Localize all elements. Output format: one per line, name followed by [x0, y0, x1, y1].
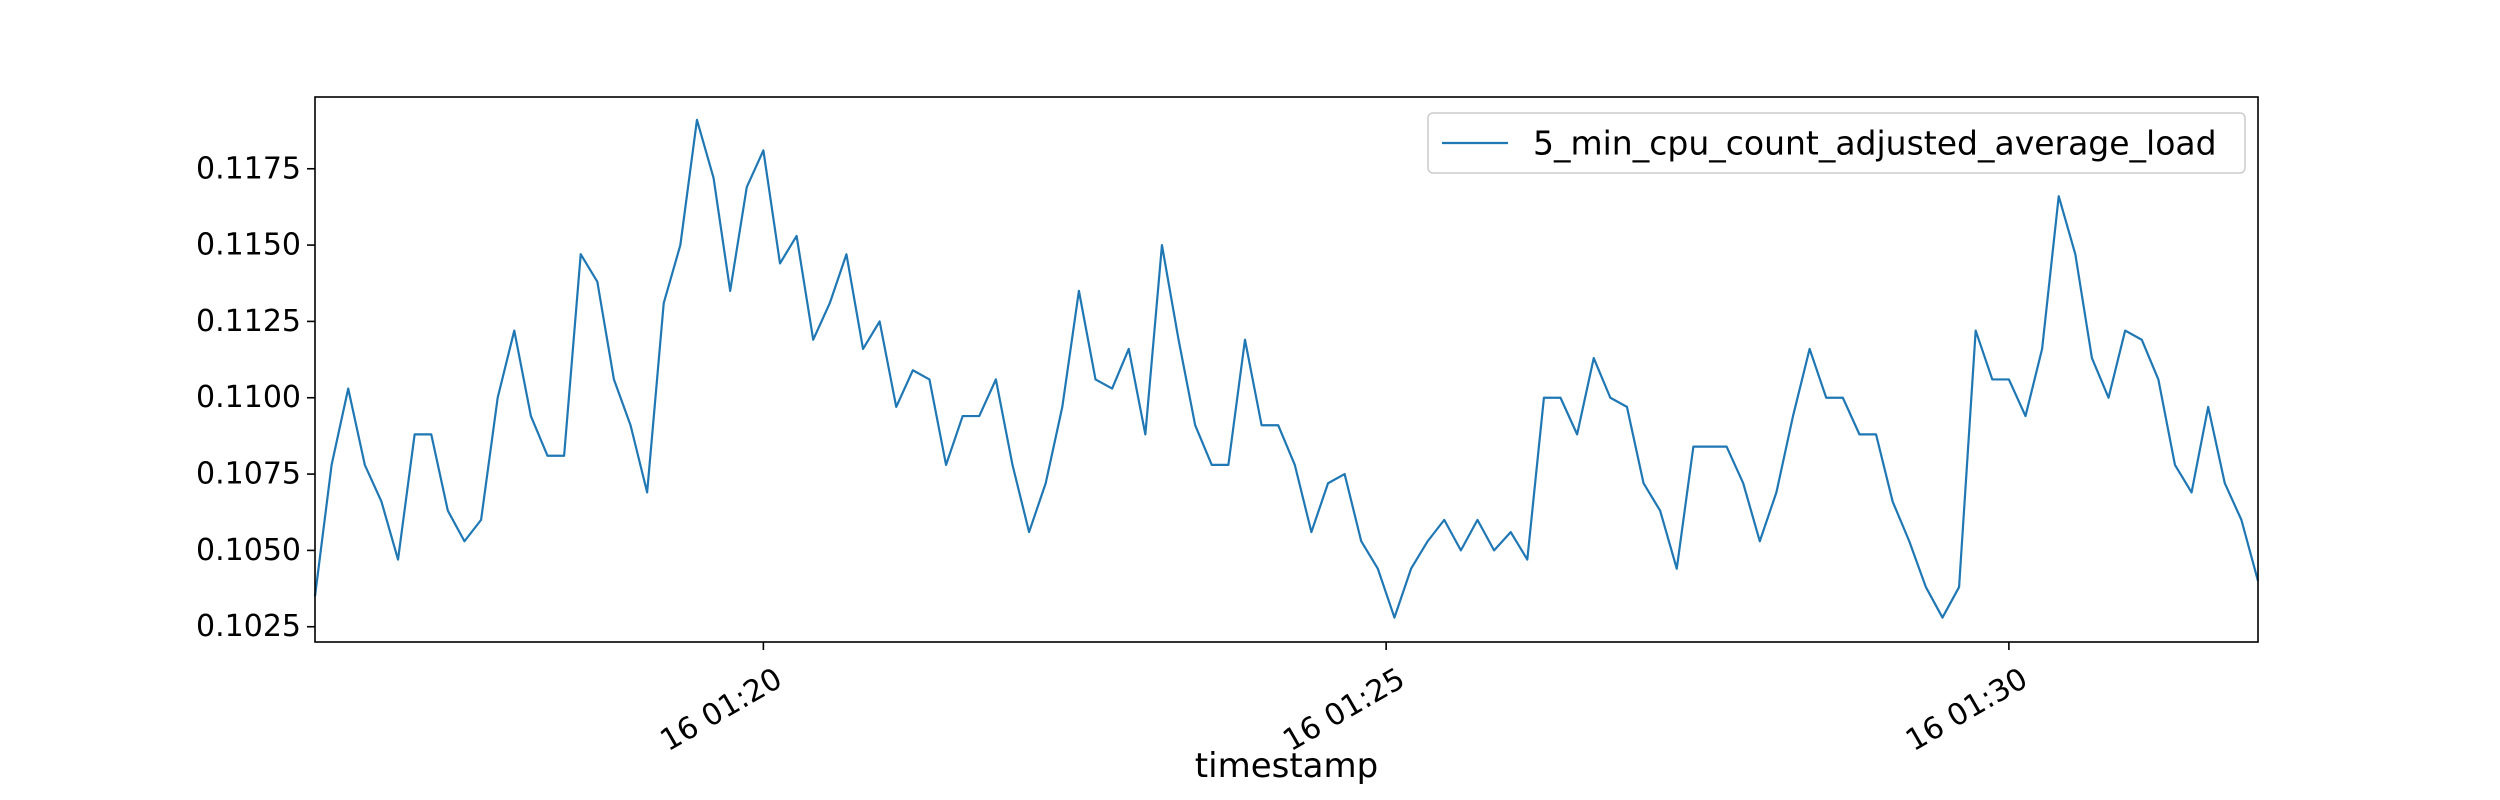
y-tick-label: 0.1050: [196, 533, 301, 568]
legend: 5_min_cpu_count_adjusted_average_load: [1427, 112, 2246, 174]
y-tick-label: 0.1175: [196, 151, 301, 186]
legend-box: [1427, 112, 2246, 174]
y-tick-label: 0.1075: [196, 457, 301, 492]
y-tick-label: 0.1100: [196, 380, 301, 415]
y-tick-label: 0.1125: [196, 304, 301, 339]
y-tick-label: 0.1150: [196, 228, 301, 263]
plot-area: [313, 118, 2260, 619]
series-line: [313, 118, 2260, 619]
y-axis: 0.1025 0.1050 0.1075 0.1100 0.1125 0.1150 0.11…: [196, 151, 315, 644]
y-tick-label: 0.1025: [196, 609, 301, 644]
legend-label: 5_min_cpu_count_adjusted_average_load: [1533, 124, 2217, 163]
x-axis-label: timestamp: [1195, 746, 1378, 786]
plot-frame: [314, 96, 2259, 643]
